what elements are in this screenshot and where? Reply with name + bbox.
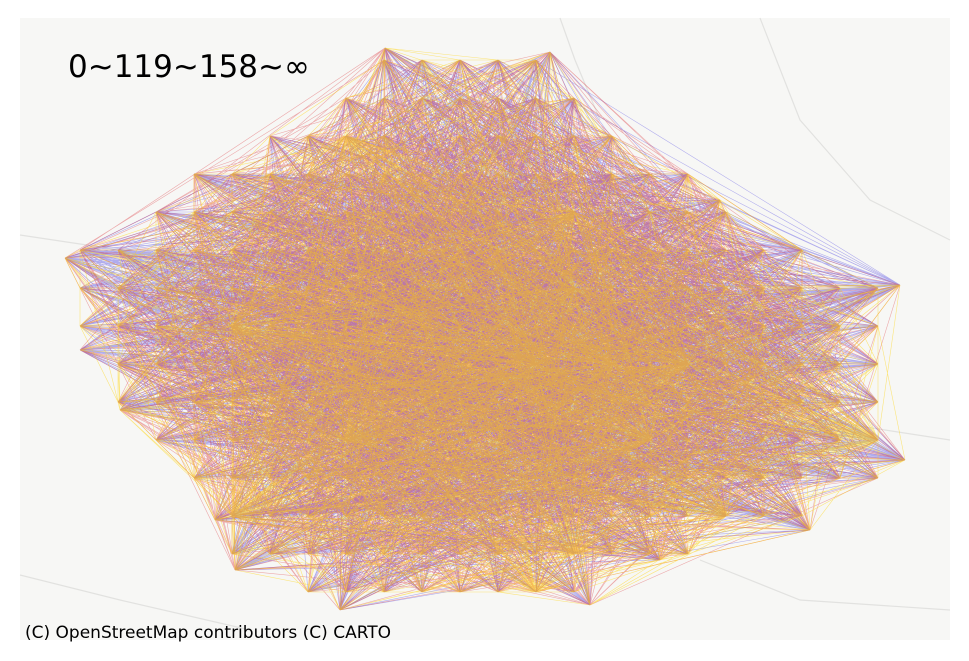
attribution: (C) OpenStreetMap contributors (C) CARTO — [25, 623, 391, 643]
road — [759, 17, 951, 241]
road — [699, 559, 951, 611]
road — [559, 17, 601, 121]
edges-yellow — [64, 47, 906, 611]
road — [19, 574, 251, 631]
map-title: 0~119~158~∞ — [68, 49, 310, 85]
base-roads — [19, 17, 951, 631]
network — [64, 47, 906, 611]
road — [19, 234, 261, 421]
